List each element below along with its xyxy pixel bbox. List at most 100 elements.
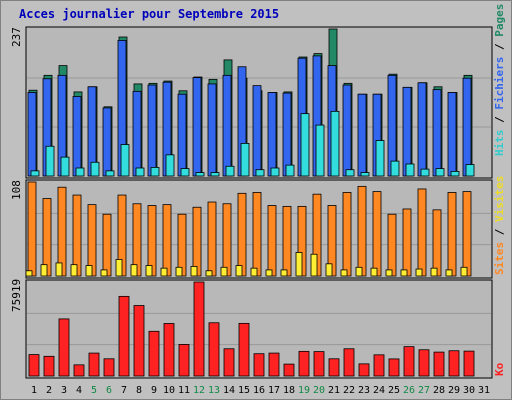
x-label-day-15: 15 xyxy=(238,385,250,396)
hits-max-label: 237 xyxy=(10,27,23,47)
bar-pages-day-9 xyxy=(150,167,160,177)
x-label-day-6: 6 xyxy=(106,385,112,396)
bar-pages-day-26 xyxy=(405,163,415,177)
bar-pages-day-25 xyxy=(390,160,400,177)
bar-sites-day-4 xyxy=(72,194,82,277)
bar-sites-day-29 xyxy=(447,192,457,277)
x-label-day-11: 11 xyxy=(178,385,190,396)
bar-pages-day-27 xyxy=(420,168,430,177)
legend-top: Hits / Fichiers / Pages xyxy=(493,4,506,156)
bar-ko-day-26 xyxy=(403,346,415,377)
bar-visites-day-26 xyxy=(400,269,408,277)
bar-ko-day-2 xyxy=(43,355,55,377)
x-label-day-1: 1 xyxy=(31,385,37,396)
bar-ko-day-22 xyxy=(343,348,355,377)
x-label-day-12: 12 xyxy=(193,385,205,396)
bar-ko-day-8 xyxy=(133,305,145,377)
bar-sites-day-13 xyxy=(207,201,217,277)
bar-pages-day-7 xyxy=(120,144,130,177)
legend-hits: Pages xyxy=(493,4,506,37)
legend-sites: Sites xyxy=(493,242,506,275)
bar-pages-day-4 xyxy=(75,167,85,177)
bar-visites-day-18 xyxy=(280,269,288,277)
bar-fichiers-day-16 xyxy=(252,85,262,177)
bar-visites-day-5 xyxy=(85,265,93,277)
bar-pages-day-6 xyxy=(105,170,115,177)
bar-visites-day-14 xyxy=(220,266,228,277)
bar-ko-day-21 xyxy=(328,358,340,377)
bar-ko-day-6 xyxy=(103,358,115,377)
bar-pages-day-15 xyxy=(240,142,250,177)
bar-visites-day-27 xyxy=(415,268,423,277)
bar-fichiers-day-23 xyxy=(357,93,367,177)
bar-ko-day-10 xyxy=(163,323,175,377)
bar-ko-day-19 xyxy=(298,350,310,377)
x-label-day-9: 9 xyxy=(151,385,157,396)
x-label-day-7: 7 xyxy=(121,385,127,396)
bar-visites-day-19 xyxy=(295,252,303,277)
bar-visites-day-30 xyxy=(460,266,468,277)
chart-title: Acces journalier pour Septembre 2015 xyxy=(19,7,279,21)
bar-sites-day-28 xyxy=(432,209,442,277)
bar-fichiers-day-14 xyxy=(222,74,232,177)
bar-visites-day-1 xyxy=(25,270,33,277)
bar-fichiers-day-8 xyxy=(132,90,142,177)
bar-sites-day-11 xyxy=(177,213,187,277)
bar-visites-day-6 xyxy=(100,269,108,277)
bar-fichiers-day-30 xyxy=(462,77,472,177)
bar-fichiers-day-28 xyxy=(432,89,442,177)
bar-pages-day-28 xyxy=(435,168,445,177)
bar-fichiers-day-6 xyxy=(102,107,112,177)
bar-visites-day-25 xyxy=(385,269,393,277)
bar-ko-day-5 xyxy=(88,352,100,377)
x-label-day-17: 17 xyxy=(268,385,280,396)
bar-sites-day-12 xyxy=(192,206,202,277)
bar-fichiers-day-1 xyxy=(27,92,37,177)
bar-ko-day-11 xyxy=(178,344,190,377)
bar-pages-day-16 xyxy=(255,169,265,177)
bar-ko-day-24 xyxy=(373,354,385,377)
bar-visites-day-3 xyxy=(55,262,63,277)
x-label-day-14: 14 xyxy=(223,385,235,396)
x-label-day-3: 3 xyxy=(61,385,67,396)
bar-ko-day-4 xyxy=(73,364,85,377)
x-label-day-20: 20 xyxy=(313,385,325,396)
bar-visites-day-15 xyxy=(235,265,243,277)
bar-pages-day-22 xyxy=(345,169,355,177)
bar-visites-day-2 xyxy=(40,264,48,277)
bar-visites-day-10 xyxy=(160,267,168,277)
bar-pages-day-23 xyxy=(360,172,370,177)
x-label-day-28: 28 xyxy=(433,385,445,396)
x-label-day-16: 16 xyxy=(253,385,265,396)
bar-pages-day-12 xyxy=(195,172,205,177)
x-label-day-24: 24 xyxy=(373,385,385,396)
x-label-day-22: 22 xyxy=(343,385,355,396)
bar-sites-day-27 xyxy=(417,188,427,277)
bar-fichiers-day-9 xyxy=(147,84,157,177)
bar-pages-day-29 xyxy=(450,171,460,177)
bar-fichiers-day-18 xyxy=(282,92,292,177)
x-label-day-18: 18 xyxy=(283,385,295,396)
bar-sites-day-1 xyxy=(27,181,37,277)
bar-ko-day-12 xyxy=(193,281,205,377)
legend-ko: Ko xyxy=(493,362,506,376)
bar-fichiers-day-22 xyxy=(342,84,352,177)
bar-ko-day-1 xyxy=(28,354,40,377)
x-label-day-25: 25 xyxy=(388,385,400,396)
bar-pages-day-19 xyxy=(300,113,310,177)
bar-pages-day-3 xyxy=(60,156,70,177)
bar-sites-day-22 xyxy=(342,192,352,277)
bar-visites-day-12 xyxy=(190,266,198,277)
legend-fichiers: Fichiers xyxy=(493,57,506,110)
bar-pages-day-21 xyxy=(330,110,340,177)
bar-sites-day-18 xyxy=(282,205,292,277)
bar-ko-day-18 xyxy=(283,363,295,377)
bar-visites-day-7 xyxy=(115,259,123,277)
bar-ko-day-16 xyxy=(253,353,265,377)
bar-sites-day-14 xyxy=(222,203,232,277)
bar-pages-day-13 xyxy=(210,172,220,177)
bar-ko-day-20 xyxy=(313,351,325,377)
bar-visites-day-11 xyxy=(175,266,183,277)
